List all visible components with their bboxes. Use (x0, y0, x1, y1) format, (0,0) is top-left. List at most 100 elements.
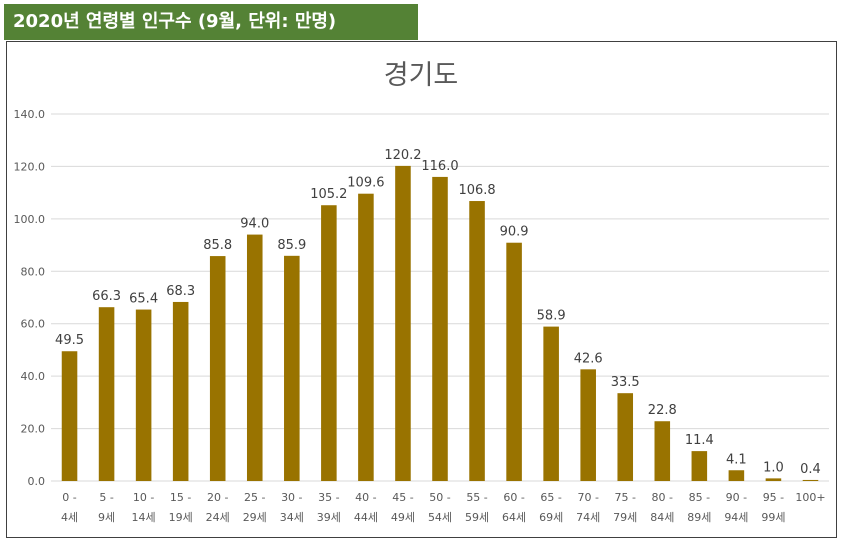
data-label: 85.9 (277, 238, 306, 253)
x-category-label: 64세 (502, 511, 526, 524)
bar (321, 205, 337, 481)
bar (654, 421, 671, 481)
x-category-label: 45 - (392, 491, 413, 504)
x-category-label: 54세 (428, 511, 452, 524)
x-category-label: 70 - (577, 491, 598, 504)
bar (802, 479, 819, 481)
x-category-label: 44세 (354, 511, 378, 524)
x-category-label: 49세 (391, 511, 415, 524)
x-category-label: 65 - (540, 491, 561, 504)
data-label: 109.6 (347, 176, 384, 191)
bar (506, 242, 522, 481)
data-label: 66.3 (92, 289, 121, 304)
data-label: 49.5 (55, 333, 84, 348)
bar (765, 478, 782, 481)
header-banner: 2020년 연령별 인구수 (9월, 단위: 만명) (4, 4, 418, 40)
x-category-label: 85 - (689, 491, 710, 504)
bar (728, 470, 745, 481)
x-category-label: 60 - (503, 491, 524, 504)
bar (61, 351, 78, 481)
bar (395, 165, 411, 481)
data-label: 1.0 (763, 460, 784, 475)
y-tick-label: 100.0 (14, 213, 46, 226)
x-axis-categories: 0 - 4세 5 - 9세 10 - 14세 15 - 19세 20 - 24세 25 - 29세 30… (61, 491, 826, 524)
bar (469, 201, 485, 481)
x-category-label: 79세 (613, 511, 637, 524)
bar (691, 451, 708, 481)
x-category-label: 30 - (281, 491, 302, 504)
y-tick-label: 120.0 (14, 160, 46, 173)
x-category-label: 99세 (761, 511, 785, 524)
data-label: 22.8 (648, 403, 677, 418)
x-category-label: 5 - (99, 491, 113, 504)
data-label: 120.2 (384, 148, 421, 163)
data-label: 106.8 (458, 183, 495, 198)
x-category-label: 20 - (207, 491, 228, 504)
data-label: 105.2 (310, 187, 347, 202)
data-label: 65.4 (129, 292, 158, 307)
x-category-label: 25 - (244, 491, 265, 504)
y-tick-label: 140.0 (14, 108, 46, 121)
x-category-label: 35 - (318, 491, 339, 504)
x-category-label: 10 - (133, 491, 154, 504)
x-category-label: 39세 (317, 511, 341, 524)
x-category-label: 75 - (615, 491, 636, 504)
bar (617, 393, 634, 481)
y-tick-label: 0.0 (28, 475, 46, 488)
x-category-label: 59세 (465, 511, 489, 524)
bar (284, 255, 300, 481)
x-category-label: 84세 (650, 511, 674, 524)
data-label: 0.4 (800, 462, 821, 477)
x-category-label: 80 - (652, 491, 673, 504)
y-tick-label: 60.0 (21, 318, 46, 331)
data-label: 33.5 (611, 375, 640, 390)
data-label: 42.6 (574, 351, 603, 366)
data-label: 58.9 (537, 309, 566, 324)
x-category-label: 4세 (61, 511, 78, 524)
y-tick-label: 80.0 (21, 265, 46, 278)
data-label: 90.9 (500, 225, 529, 240)
bar (172, 301, 189, 481)
bar (543, 326, 559, 481)
x-category-label: 100+ (795, 491, 825, 504)
x-category-label: 9세 (98, 511, 115, 524)
y-axis-ticks: 0.0 20.0 40.0 60.0 80.0 100.0 120.0 140.0 (14, 108, 46, 488)
x-category-label: 50 - (429, 491, 450, 504)
x-category-label: 14세 (132, 511, 156, 524)
data-label: 85.8 (203, 238, 232, 253)
bar (580, 369, 596, 481)
bars (61, 165, 819, 482)
bar (246, 234, 263, 481)
x-category-label: 24세 (206, 511, 230, 524)
bar-chart: 경기도 0.0 20.0 40.0 60.0 80.0 100.0 120.0 140.0 4… (14, 60, 829, 524)
bar (209, 256, 226, 481)
y-tick-label: 40.0 (21, 370, 46, 383)
x-category-label: 69세 (539, 511, 563, 524)
x-category-label: 0 - (62, 491, 76, 504)
y-tick-label: 20.0 (21, 423, 46, 436)
bar (98, 307, 115, 481)
x-category-label: 15 - (170, 491, 191, 504)
data-label: 68.3 (166, 284, 195, 299)
chart-frame: 경기도 0.0 20.0 40.0 60.0 80.0 100.0 120.0 140.0 4… (6, 41, 837, 538)
x-category-label: 40 - (355, 491, 376, 504)
data-labels: 49.5 66.3 65.4 68.3 85.8 94.0 85.9 105.2109.612… (55, 148, 821, 477)
bar (358, 193, 374, 482)
data-label: 4.1 (726, 452, 747, 467)
x-category-label: 74세 (576, 511, 600, 524)
x-category-label: 95 - (763, 491, 784, 504)
x-category-label: 94세 (724, 511, 748, 524)
x-category-label: 34세 (280, 511, 304, 524)
data-label: 11.4 (685, 433, 714, 448)
chart-title: 경기도 (384, 60, 459, 91)
data-label: 116.0 (421, 159, 458, 174)
bar (135, 309, 152, 481)
x-category-label: 89세 (687, 511, 711, 524)
x-category-label: 19세 (169, 511, 193, 524)
data-label: 94.0 (240, 217, 269, 232)
header-title: 2020년 연령별 인구수 (9월, 단위: 만명) (13, 11, 337, 32)
x-category-label: 29세 (243, 511, 267, 524)
bar (432, 176, 448, 481)
x-category-label: 55 - (466, 491, 487, 504)
x-category-label: 90 - (726, 491, 747, 504)
